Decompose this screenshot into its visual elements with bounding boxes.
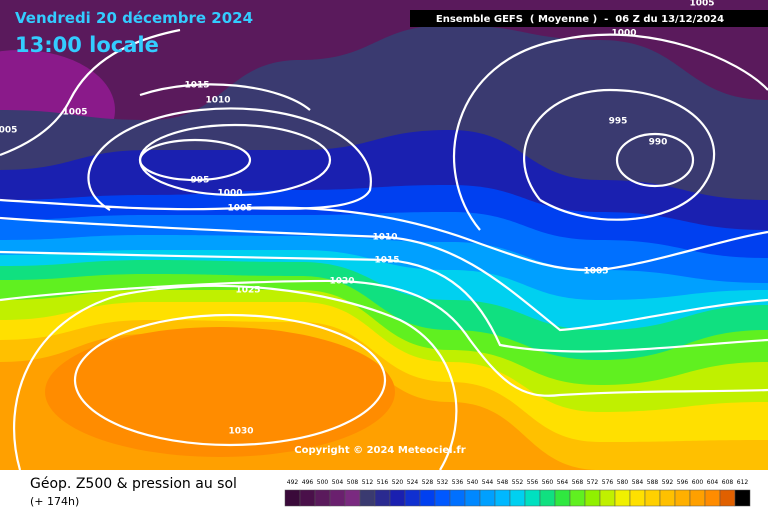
scale-swatch (434, 489, 451, 507)
scale-swatch (344, 489, 361, 507)
scale-label: 540 (467, 479, 479, 486)
scale-swatch (314, 489, 331, 507)
scale-label: 512 (362, 479, 374, 486)
scale-swatch (614, 489, 631, 507)
isobar-label: 1010 (205, 96, 230, 106)
isobar-label: 990 (649, 138, 668, 148)
scale-label: 608 (722, 479, 734, 486)
scale-label: 516 (377, 479, 389, 486)
scale-swatch (284, 489, 301, 507)
time-label: 13:00 locale (15, 33, 159, 57)
scale-swatch (419, 489, 436, 507)
scale-label: 528 (422, 479, 434, 486)
copyright: Copyright © 2024 Meteociel.fr (294, 445, 465, 456)
scale-swatch (464, 489, 481, 507)
isobar-label: 1015 (374, 256, 399, 266)
model-info: Ensemble GEFS ( Moyenne ) - 06 Z du 13/1… (436, 14, 724, 25)
scale-swatch (329, 489, 346, 507)
scale-swatch (659, 489, 676, 507)
scale-swatch (734, 489, 751, 507)
scale-swatch (374, 489, 391, 507)
scale-swatch (584, 489, 601, 507)
scale-label: 536 (452, 479, 464, 486)
scale-label: 524 (407, 479, 419, 486)
scale-label: 532 (437, 479, 449, 486)
isobar-label: 1025 (235, 286, 260, 296)
scale-swatch (719, 489, 736, 507)
isobar-labels: 1005 1000 1015 1010 1005 005 995 1000 1005 995 990… (0, 0, 715, 437)
isobar-label: 1005 (227, 204, 252, 214)
scale-label: 504 (332, 479, 344, 486)
scale-swatch (689, 489, 706, 507)
scale-swatch (704, 489, 721, 507)
isobar-label: 1030 (228, 427, 253, 437)
scale-swatch (389, 489, 406, 507)
scale-swatch (644, 489, 661, 507)
scale-label: 556 (527, 479, 539, 486)
scale-label: 520 (392, 479, 404, 486)
scale-swatch (509, 489, 526, 507)
isobar-label: 005 (0, 126, 17, 136)
scale-swatch (449, 489, 466, 507)
scale-swatch (524, 489, 541, 507)
scale-swatch (494, 489, 511, 507)
scale-label: 600 (692, 479, 704, 486)
scale-label: 604 (707, 479, 719, 486)
isobar-label: 1010 (372, 233, 397, 243)
scale-swatch (299, 489, 316, 507)
high-core (45, 327, 395, 457)
scale-swatch (359, 489, 376, 507)
scale-label: 496 (302, 479, 314, 486)
isobar-label: 1020 (329, 277, 354, 287)
footer-title: Géop. Z500 & pression au sol (30, 476, 237, 492)
isobar-label: 1000 (217, 189, 242, 199)
scale-label: 564 (557, 479, 569, 486)
isobar-label: 1000 (611, 29, 636, 39)
scale-label: 592 (662, 479, 674, 486)
isobar-label: 995 (191, 176, 210, 186)
color-scale: 492 496 500 504 508 512 516 520 524 528 532 536 540 5… (284, 479, 751, 507)
scale-label: 584 (632, 479, 644, 486)
scale-label: 492 (287, 479, 299, 486)
scale-label: 560 (542, 479, 554, 486)
scale-swatch (539, 489, 556, 507)
scale-swatch (599, 489, 616, 507)
scale-label: 508 (347, 479, 359, 486)
scale-swatch (554, 489, 571, 507)
scale-label: 588 (647, 479, 659, 486)
scale-label: 552 (512, 479, 524, 486)
isobar-label: 995 (609, 117, 628, 127)
scale-swatch (479, 489, 496, 507)
scale-label: 568 (572, 479, 584, 486)
scale-label: 500 (317, 479, 329, 486)
scale-label: 576 (602, 479, 614, 486)
isobars (0, 28, 768, 471)
footer-lead: (+ 174h) (30, 495, 79, 508)
isobar-label: 1005 (62, 108, 87, 118)
scale-label: 544 (482, 479, 494, 486)
scale-swatch (629, 489, 646, 507)
scale-label: 596 (677, 479, 689, 486)
scale-label: 580 (617, 479, 629, 486)
scale-swatch (569, 489, 586, 507)
isobar-label: 1005 (689, 0, 714, 9)
isobar-label: 1015 (184, 81, 209, 91)
scale-label: 612 (737, 479, 749, 486)
scale-swatch (404, 489, 421, 507)
scale-label: 572 (587, 479, 599, 486)
date-label: Vendredi 20 décembre 2024 (15, 9, 253, 27)
isobar-label: 1005 (583, 267, 608, 277)
scale-swatch (674, 489, 691, 507)
scale-label: 548 (497, 479, 509, 486)
model-banner (410, 10, 768, 27)
